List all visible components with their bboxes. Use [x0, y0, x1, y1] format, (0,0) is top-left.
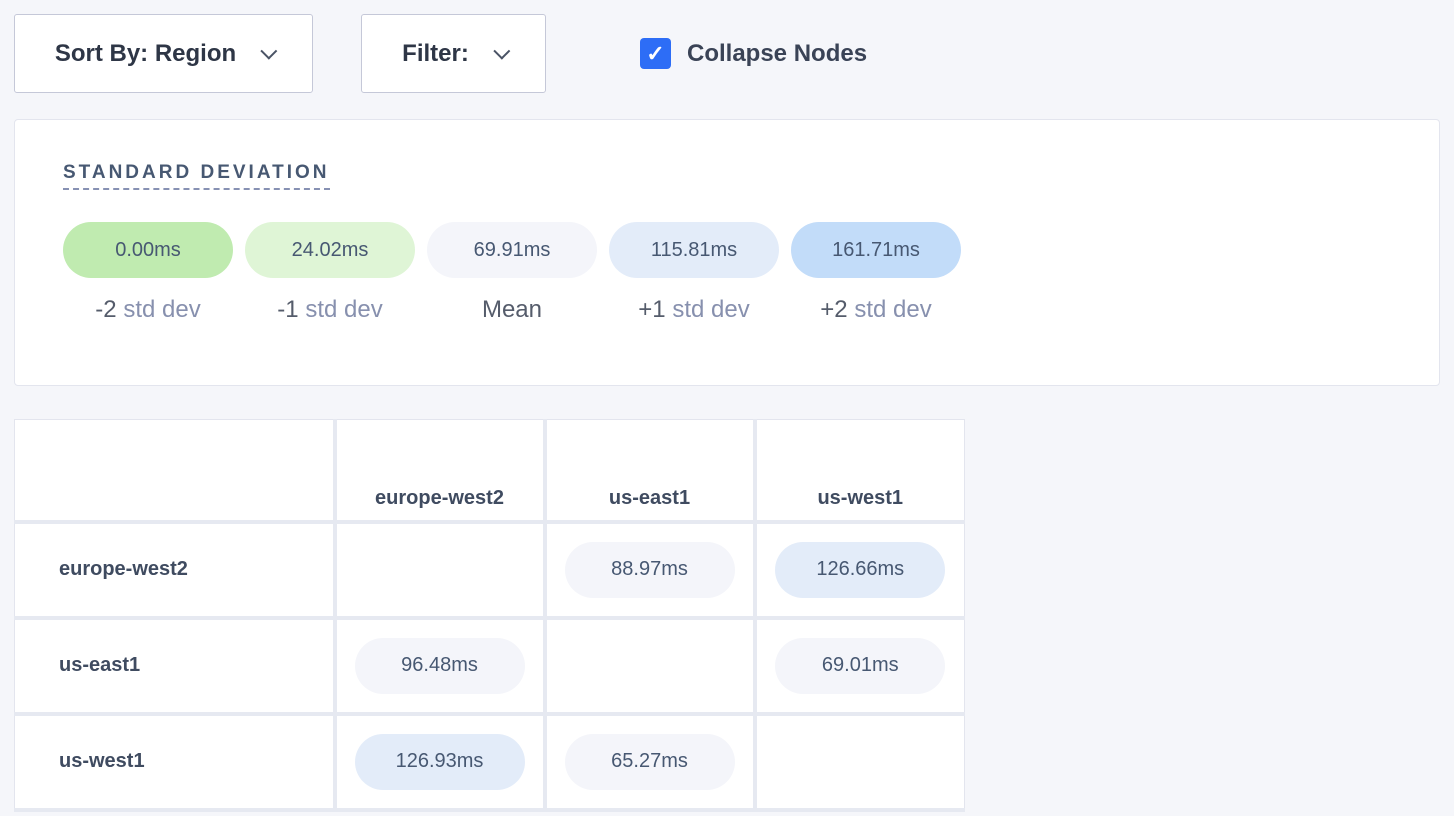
column-header: us-west1 [752, 419, 965, 524]
legend-suffix: std dev [123, 296, 201, 323]
checkmark-icon[interactable]: ✓ [640, 38, 671, 69]
chevron-down-icon [260, 42, 278, 60]
empty-cell [542, 615, 757, 716]
row-header: us-east1 [14, 615, 337, 716]
latency-pill: 65.27ms [564, 733, 735, 790]
filter-label: Filter: [402, 39, 469, 67]
latency-pill: 69.01ms [775, 637, 946, 694]
latency-cell: 69.01ms [752, 615, 965, 716]
legend-label: +2 std dev [791, 296, 961, 324]
empty-cell [332, 519, 547, 620]
row-header: us-west1 [14, 711, 337, 812]
legend-prefix: Mean [481, 296, 543, 323]
legend-item: 115.81ms +1 std dev [609, 222, 779, 324]
legend-item: 0.00ms -2 std dev [63, 222, 233, 324]
legend-value-pill: 69.91ms [427, 222, 597, 278]
latency-pill: 126.66ms [775, 541, 946, 598]
latency-pill: 96.48ms [354, 637, 525, 694]
table-row: europe-west2 88.97ms 126.66ms [14, 519, 965, 620]
column-header: europe-west2 [332, 419, 547, 524]
legend-title: STANDARD DEVIATION [63, 162, 330, 190]
latency-cell: 96.48ms [332, 615, 547, 716]
filter-dropdown[interactable]: Filter: [361, 14, 546, 93]
legend-item: 69.91ms Mean [427, 222, 597, 324]
sort-by-dropdown[interactable]: Sort By: Region [14, 14, 313, 93]
legend-prefix: +1 [638, 296, 666, 323]
empty-cell [752, 711, 965, 812]
legend-prefix: -2 [95, 296, 117, 323]
collapse-nodes-label: Collapse Nodes [687, 39, 868, 67]
legend-value-pill: 0.00ms [63, 222, 233, 278]
chevron-down-icon [493, 42, 511, 60]
legend-label: -2 std dev [63, 296, 233, 324]
column-header: us-east1 [542, 419, 757, 524]
table-row: us-west1 126.93ms 65.27ms [14, 711, 965, 812]
latency-pill: 88.97ms [564, 541, 735, 598]
collapse-nodes-checkbox[interactable]: ✓ Collapse Nodes [640, 38, 867, 69]
legend-prefix: +2 [820, 296, 848, 323]
legend-label: +1 std dev [609, 296, 779, 324]
legend-item: 161.71ms +2 std dev [791, 222, 961, 324]
legend-suffix: std dev [672, 296, 750, 323]
latency-cell: 65.27ms [542, 711, 757, 812]
latency-cell: 126.93ms [332, 711, 547, 812]
latency-matrix: europe-west2 us-east1 us-west1 europe-west… [14, 419, 965, 812]
legend-item: 24.02ms -1 std dev [245, 222, 415, 324]
standard-deviation-legend: STANDARD DEVIATION 0.00ms -2 std dev 24.0… [14, 119, 1440, 386]
corner-cell [14, 419, 337, 524]
row-header: europe-west2 [14, 519, 337, 620]
latency-cell: 88.97ms [542, 519, 757, 620]
latency-cell: 126.66ms [752, 519, 965, 620]
legend-label: Mean [427, 296, 597, 324]
legend-suffix: std dev [854, 296, 932, 323]
sort-by-label: Sort By: Region [54, 39, 237, 67]
legend-label: -1 std dev [245, 296, 415, 324]
legend-value-pill: 24.02ms [245, 222, 415, 278]
legend-prefix: -1 [277, 296, 299, 323]
legend-value-pill: 161.71ms [791, 222, 961, 278]
latency-pill: 126.93ms [354, 733, 525, 790]
legend-suffix: std dev [305, 296, 383, 323]
table-row: us-east1 96.48ms 69.01ms [14, 615, 965, 716]
legend-value-pill: 115.81ms [609, 222, 779, 278]
